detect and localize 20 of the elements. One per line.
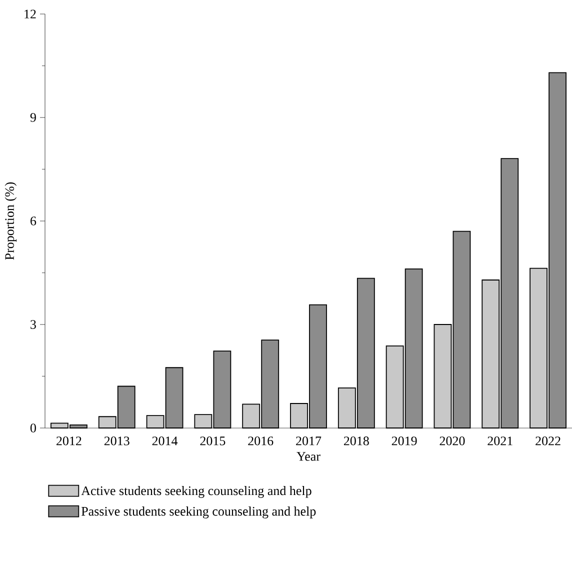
y-tick-label: 3	[30, 320, 36, 329]
y-tick-label: 0	[30, 424, 36, 432]
legend-label: Passive students seeking counseling and help	[81, 506, 316, 518]
x-tick-label: 2018	[344, 436, 369, 446]
x-tick-label: 2020	[440, 436, 465, 446]
x-tick-label: 2022	[536, 436, 560, 446]
x-tick-label: 2016	[248, 436, 274, 446]
x-tick-label: 2015	[200, 436, 226, 446]
x-tick-label: 2019	[392, 436, 417, 446]
x-tick-label: 2021	[488, 436, 512, 446]
x-axis-title: Year	[296, 452, 320, 461]
y-axis-title: Proportion (%)	[4, 182, 17, 260]
x-tick-label: 2017	[296, 436, 322, 446]
x-tick-label: 2012	[56, 436, 82, 446]
y-tick-label: 6	[30, 216, 36, 226]
x-tick-label: 2013	[104, 436, 130, 446]
y-tick-label: 12	[24, 10, 36, 18]
y-tick-label: 9	[30, 113, 36, 122]
x-tick-label: 2014	[152, 436, 178, 446]
legend-label: Active students seeking counseling and help	[81, 486, 312, 498]
